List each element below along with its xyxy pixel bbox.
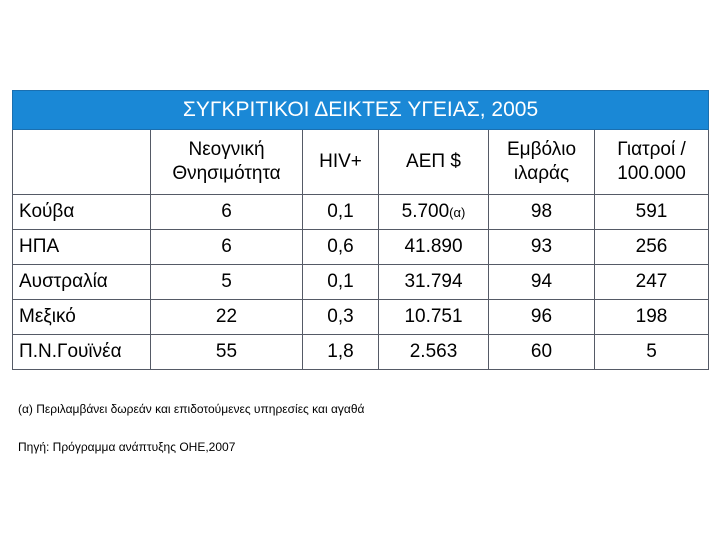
cell-doctors-text: 256 <box>635 236 668 257</box>
cell-gdp: 2.563 <box>378 334 489 370</box>
table-row: Π.Ν.Γουϊνέα 55 1,8 2.563 60 5 <box>12 334 710 370</box>
table-row: Μεξικό 22 0,3 10.751 96 198 <box>12 299 710 335</box>
cell-measles: 98 <box>488 194 595 230</box>
table-row: Αυστραλία 5 0,1 31.794 94 247 <box>12 264 710 300</box>
cell-measles-text: 96 <box>530 306 553 327</box>
cell-hiv-text: 0,1 <box>327 271 354 292</box>
cell-measles: 96 <box>488 299 595 335</box>
cell-country-text: ΗΠΑ <box>19 236 60 257</box>
cell-neonatal: 6 <box>150 194 303 230</box>
header-doctors: Γιατροί / 100.000 <box>593 129 710 195</box>
cell-hiv: 1,8 <box>302 334 379 370</box>
cell-doctors-text: 591 <box>635 201 668 222</box>
cell-gdp-text: 31.794 <box>404 271 463 292</box>
cell-doctors-text: 5 <box>646 341 657 362</box>
health-indicators-table: ΣΥΓΚΡΙΤΙΚΟΙ ΔΕΙΚΤΕΣ ΥΓΕΙΑΣ, 2005 Νεογνικ… <box>11 90 710 370</box>
cell-neonatal-text: 6 <box>221 201 232 222</box>
cell-doctors: 256 <box>593 229 710 265</box>
cell-country: Π.Ν.Γουϊνέα <box>12 334 151 370</box>
cell-gdp: 10.751 <box>378 299 489 335</box>
cell-measles: 60 <box>488 334 595 370</box>
cell-measles-text: 93 <box>530 236 553 257</box>
table-row: Κούβα 6 0,1 5.700(α) 98 591 <box>12 194 710 230</box>
table-row: ΗΠΑ 6 0,6 41.890 93 256 <box>12 229 710 265</box>
cell-doctors: 5 <box>593 334 710 370</box>
cell-hiv-text: 0,1 <box>327 201 354 222</box>
cell-gdp-text: 41.890 <box>404 236 463 257</box>
table-title: ΣΥΓΚΡΙΤΙΚΟΙ ΔΕΙΚΤΕΣ ΥΓΕΙΑΣ, 2005 <box>11 90 710 130</box>
cell-gdp: 31.794 <box>378 264 489 300</box>
cell-gdp-text: 5.700 <box>401 201 450 222</box>
cell-neonatal-text: 6 <box>221 236 232 257</box>
cell-country: Μεξικό <box>12 299 151 335</box>
cell-country: ΗΠΑ <box>12 229 151 265</box>
cell-doctors: 591 <box>593 194 710 230</box>
cell-measles-text: 60 <box>530 341 553 362</box>
header-measles: Εμβόλιο ιλαράς <box>488 129 595 195</box>
footnote: (α) Περιλαμβάνει δωρεάν και επιδοτούμενε… <box>18 402 365 416</box>
cell-neonatal-text: 22 <box>215 306 238 327</box>
cell-gdp: 5.700(α) <box>378 194 489 230</box>
cell-measles-text: 94 <box>530 271 553 292</box>
cell-hiv: 0,1 <box>302 194 379 230</box>
cell-measles: 94 <box>488 264 595 300</box>
header-country <box>12 129 151 195</box>
header-gdp: ΑΕΠ $ <box>378 129 489 195</box>
cell-gdp-text: 10.751 <box>404 306 463 327</box>
cell-neonatal: 5 <box>150 264 303 300</box>
cell-neonatal: 6 <box>150 229 303 265</box>
cell-neonatal: 55 <box>150 334 303 370</box>
header-hiv: HIV+ <box>302 129 379 195</box>
gdp-footnote-marker: (α) <box>449 205 466 220</box>
cell-hiv: 0,1 <box>302 264 379 300</box>
cell-hiv: 0,6 <box>302 229 379 265</box>
cell-neonatal-text: 55 <box>215 341 238 362</box>
cell-doctors-text: 198 <box>635 306 668 327</box>
cell-country-text: Μεξικό <box>19 306 76 327</box>
cell-country: Κούβα <box>12 194 151 230</box>
cell-country: Αυστραλία <box>12 264 151 300</box>
cell-gdp-text: 2.563 <box>409 341 458 362</box>
cell-country-text: Αυστραλία <box>19 271 108 292</box>
cell-country-text: Π.Ν.Γουϊνέα <box>19 341 122 362</box>
cell-doctors-text: 247 <box>635 271 668 292</box>
cell-hiv-text: 0,3 <box>327 306 354 327</box>
cell-hiv-text: 1,8 <box>327 341 354 362</box>
cell-neonatal-text: 5 <box>221 271 232 292</box>
cell-hiv-text: 0,6 <box>327 236 354 257</box>
cell-neonatal: 22 <box>150 299 303 335</box>
cell-measles-text: 98 <box>530 201 553 222</box>
cell-doctors: 247 <box>593 264 710 300</box>
cell-measles: 93 <box>488 229 595 265</box>
header-row: Νεογνική Θνησιμότητα HIV+ ΑΕΠ $ Εμβόλιο … <box>12 129 710 195</box>
cell-doctors: 198 <box>593 299 710 335</box>
header-neonatal: Νεογνική Θνησιμότητα <box>150 129 303 195</box>
cell-country-text: Κούβα <box>19 201 75 222</box>
cell-hiv: 0,3 <box>302 299 379 335</box>
cell-gdp: 41.890 <box>378 229 489 265</box>
source-note: Πηγή: Πρόγραμμα ανάπτυξης ΟΗΕ,2007 <box>18 440 236 454</box>
